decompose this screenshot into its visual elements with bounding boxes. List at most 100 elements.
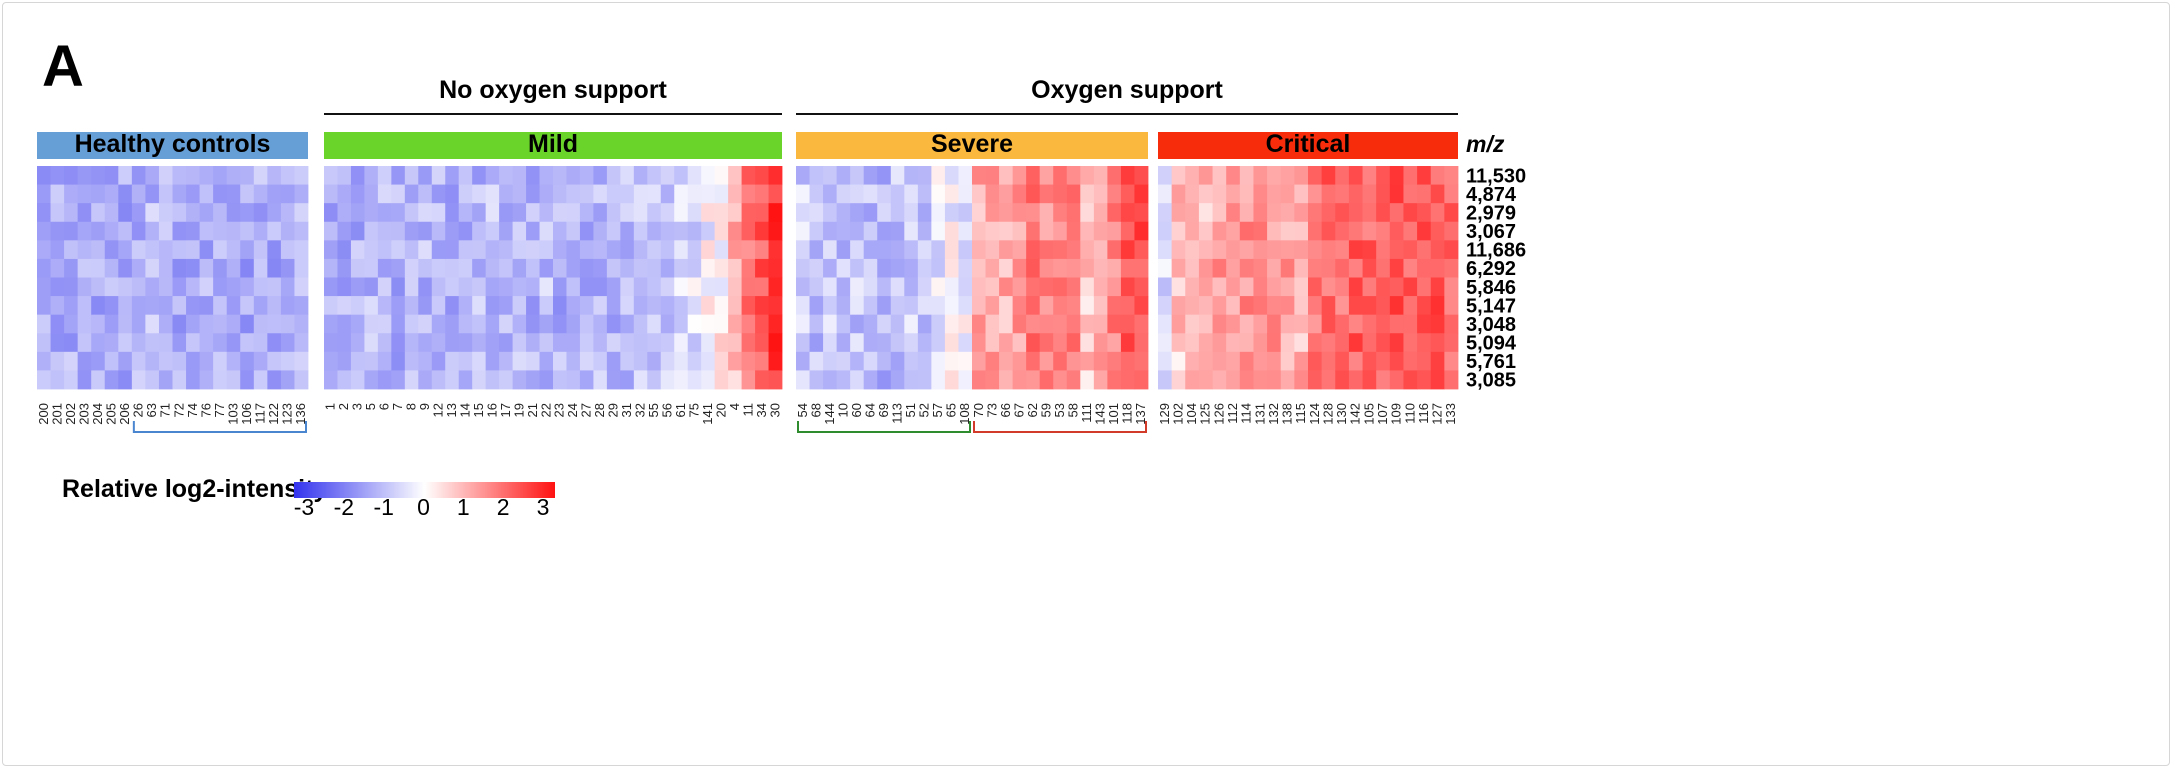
row-label: 3,048	[1466, 314, 1516, 336]
heatmap-cell	[1348, 166, 1363, 185]
heatmap-cell	[972, 351, 986, 371]
heatmap-cell	[660, 184, 675, 204]
heatmap-cell	[337, 221, 352, 241]
column-label: 115	[1293, 403, 1308, 424]
heatmap-cell	[553, 166, 567, 185]
heatmap-cell	[796, 370, 810, 390]
heatmap-cell	[253, 296, 268, 316]
heatmap-cell	[701, 203, 716, 223]
heatmap-cell	[1267, 203, 1282, 223]
heatmap-cell	[823, 184, 838, 204]
heatmap-cell	[1280, 184, 1295, 204]
column-label: 14	[457, 403, 472, 417]
heatmap-cell	[1294, 258, 1309, 278]
heatmap-cell	[391, 370, 406, 390]
heatmap-cell	[364, 221, 379, 241]
heatmap-cell	[985, 351, 1000, 371]
heatmap-cell	[526, 166, 540, 185]
heatmap-cell	[647, 184, 662, 204]
heatmap-cell	[418, 221, 433, 241]
heatmap-cell	[1158, 296, 1173, 316]
column-label: 105	[1361, 403, 1376, 425]
column-label: 133	[1443, 403, 1458, 425]
heatmap-cell	[660, 240, 675, 260]
heatmap-cell	[1403, 351, 1418, 371]
heatmap-cell	[1267, 370, 1282, 390]
heatmap-cell	[1308, 203, 1323, 223]
heatmap-cell	[1226, 166, 1241, 185]
column-label: 68	[808, 403, 823, 417]
heatmap-cell	[431, 258, 446, 278]
heatmap-cell	[917, 166, 932, 185]
heatmap-cell	[118, 166, 133, 185]
heatmap-cell	[593, 351, 608, 371]
heatmap-cell	[755, 314, 769, 334]
heatmap-cell	[877, 351, 892, 371]
heatmap-cell	[324, 166, 338, 185]
heatmap-cell	[1134, 258, 1149, 278]
heatmap-cell	[1107, 370, 1122, 390]
heatmap-cell	[1093, 184, 1108, 204]
column-label: 102	[1170, 403, 1185, 425]
heatmap-cell	[364, 240, 379, 260]
heatmap-cell	[1026, 166, 1041, 185]
heatmap-cell	[944, 314, 959, 334]
heatmap-cell	[1185, 296, 1200, 316]
heatmap-cell	[890, 240, 905, 260]
heatmap-cell	[294, 240, 309, 260]
heatmap-cell	[796, 240, 810, 260]
heatmap-cell	[499, 314, 513, 334]
heatmap-cell	[660, 221, 675, 241]
column-label: 20	[713, 403, 728, 417]
heatmap-cell	[50, 240, 65, 260]
heatmap-cell	[741, 184, 756, 204]
heatmap-cell	[1280, 314, 1295, 334]
heatmap-cell	[50, 296, 65, 316]
column-label: 137	[1133, 403, 1148, 425]
heatmap-cell	[1335, 370, 1350, 390]
heatmap-cell	[579, 240, 594, 260]
heatmap-cell	[1253, 203, 1268, 223]
heatmap-cell	[499, 333, 513, 353]
heatmap-cell	[294, 351, 309, 371]
heatmap-cell	[37, 351, 51, 371]
heatmap-cell	[1093, 296, 1108, 316]
heatmap-cell	[240, 314, 255, 334]
heatmap-cell	[1171, 351, 1186, 371]
heatmap-cell	[526, 203, 540, 223]
heatmap-cell	[337, 203, 352, 223]
group-bracket	[132, 421, 307, 433]
heatmap-cell	[337, 314, 352, 334]
heatmap-cell	[472, 166, 487, 185]
heatmap-cell	[1403, 277, 1418, 297]
heatmap-cell	[280, 314, 295, 334]
heatmap-cell	[836, 240, 851, 260]
heatmap-cell	[1026, 184, 1041, 204]
heatmap-cell	[294, 296, 309, 316]
heatmap-cell	[999, 203, 1014, 223]
heatmap-cell	[104, 314, 119, 334]
heatmap-cell	[674, 333, 689, 353]
heatmap-cell	[104, 221, 119, 241]
heatmap-cell	[431, 314, 446, 334]
heatmap-cell	[1430, 333, 1445, 353]
heatmap-cell	[526, 333, 540, 353]
heatmap-cell	[931, 314, 946, 334]
heatmap-cell	[647, 314, 662, 334]
heatmap-cell	[1267, 240, 1282, 260]
heatmap-cell	[1212, 258, 1227, 278]
heatmap-cell	[1039, 240, 1054, 260]
heatmap-cell	[64, 221, 79, 241]
heatmap-cell	[1012, 370, 1027, 390]
heatmap-cell	[377, 184, 392, 204]
heatmap-cell	[999, 333, 1014, 353]
heatmap-cell	[809, 203, 824, 223]
heatmap-cell	[593, 296, 608, 316]
heatmap-cell	[741, 258, 756, 278]
column-label: 76	[198, 403, 213, 417]
heatmap-cell	[226, 351, 241, 371]
heatmap-cell	[1185, 166, 1200, 185]
heatmap-cell	[226, 296, 241, 316]
heatmap-cell	[91, 203, 106, 223]
heatmap-cell	[91, 258, 106, 278]
